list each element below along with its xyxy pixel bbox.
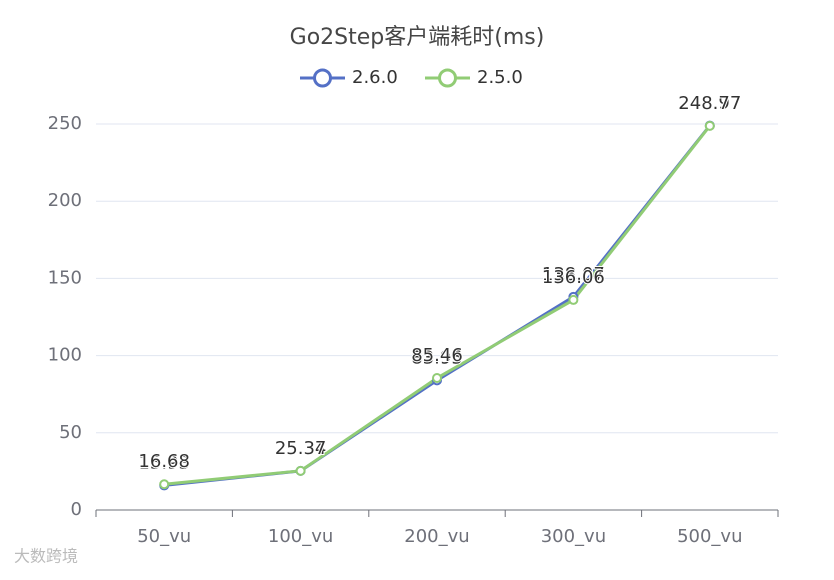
y-tick-label: 150 — [48, 267, 82, 288]
chart-title: Go2Step客户端耗时(ms) — [290, 25, 545, 50]
data-label: 136.06 — [542, 267, 605, 288]
y-tick-label: 0 — [71, 499, 82, 520]
data-label: 25.34 — [275, 438, 327, 459]
legend-marker — [438, 68, 457, 88]
y-tick-label: 50 — [59, 422, 82, 443]
legend-marker — [313, 68, 332, 88]
x-tick-label: 300_vu — [541, 526, 606, 547]
x-tick-label: 100_vu — [268, 526, 333, 547]
data-label: 248.97 — [678, 93, 741, 114]
legend-label: 2.5.0 — [477, 67, 523, 88]
point — [432, 373, 442, 384]
data-label: 85.46 — [411, 345, 463, 366]
series-line — [164, 124, 711, 487]
data-label: 15.93 — [138, 452, 190, 473]
point — [295, 465, 306, 476]
data-label: 83.95 — [411, 347, 463, 368]
data-label: 138.07 — [542, 264, 605, 285]
watermark: 大数跨境 — [14, 547, 78, 566]
x-tick-label: 200_vu — [404, 526, 469, 547]
x-tick-label: 500_vu — [677, 526, 742, 547]
data-label: 25.37 — [275, 438, 327, 459]
point — [159, 479, 170, 490]
point — [568, 294, 579, 305]
legend-label: 2.6.0 — [352, 67, 398, 88]
data-label: 16.68 — [138, 451, 190, 472]
y-tick-label: 100 — [48, 345, 82, 366]
point — [704, 120, 715, 131]
series-line — [164, 124, 711, 486]
data-label: 248.77 — [678, 93, 741, 114]
y-tick-label: 200 — [48, 190, 82, 211]
x-tick-label: 50_vu — [137, 526, 191, 547]
y-tick-label: 250 — [48, 113, 82, 134]
